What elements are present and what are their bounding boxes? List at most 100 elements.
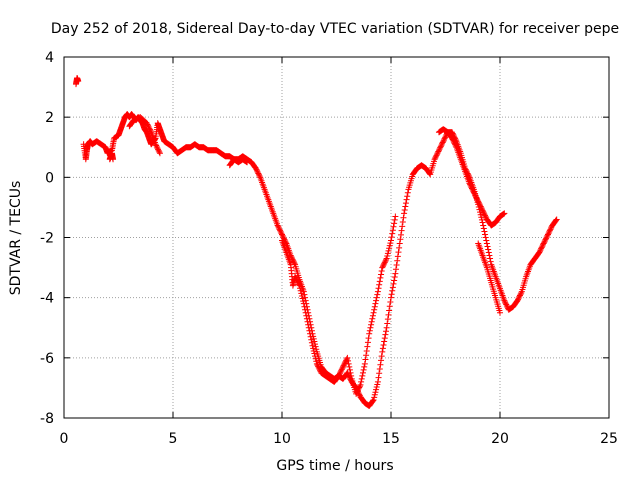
data-point — [437, 144, 444, 151]
data-point — [358, 378, 365, 385]
data-point — [298, 292, 305, 299]
data-point — [297, 285, 304, 292]
data-point — [302, 306, 309, 313]
data-point — [337, 369, 344, 376]
data-point — [386, 242, 393, 249]
data-point — [481, 211, 488, 218]
data-point — [369, 315, 376, 322]
data-point — [386, 307, 393, 314]
data-point — [392, 213, 399, 220]
data-point — [300, 300, 307, 307]
x-tick-label: 25 — [600, 431, 618, 447]
data-point — [538, 245, 545, 252]
data-point — [252, 165, 259, 172]
x-tick-label: 0 — [60, 431, 69, 447]
data-point — [274, 222, 281, 229]
data-point — [373, 386, 380, 393]
grid-lines — [64, 57, 609, 418]
data-point — [385, 311, 392, 318]
data-point — [347, 369, 354, 376]
data-point — [368, 318, 375, 325]
data-point — [469, 186, 476, 193]
data-point — [480, 222, 487, 229]
data-point — [338, 366, 345, 373]
data-point — [376, 278, 383, 285]
data-point — [345, 360, 352, 367]
x-tick-label: 10 — [273, 431, 291, 447]
data-point — [487, 255, 494, 262]
data-point — [75, 78, 82, 85]
data-point — [389, 287, 396, 294]
data-point — [146, 126, 153, 133]
data-point — [396, 244, 403, 251]
data-point — [379, 345, 386, 352]
data-point — [305, 321, 312, 328]
data-point — [389, 227, 396, 234]
data-point — [538, 244, 545, 251]
data-point — [397, 231, 404, 238]
data-point — [553, 216, 560, 223]
data-point — [546, 227, 553, 234]
data-point — [393, 262, 400, 269]
data-point — [293, 276, 300, 283]
data-point — [143, 120, 150, 127]
data-point — [392, 266, 399, 273]
data-point — [503, 302, 510, 309]
data-point — [388, 234, 395, 241]
data-point — [356, 383, 363, 390]
y-tick-label: -6 — [40, 351, 54, 367]
data-point — [476, 200, 483, 207]
y-tick-label: 0 — [45, 170, 54, 186]
data-point — [553, 217, 560, 224]
data-point — [152, 141, 159, 148]
data-point — [480, 208, 487, 215]
data-point — [376, 370, 383, 377]
data-point — [402, 203, 409, 210]
data-point — [374, 381, 381, 388]
data-point — [391, 216, 398, 223]
data-point — [482, 234, 489, 241]
data-point — [276, 226, 283, 233]
data-point — [502, 300, 509, 307]
data-point — [404, 189, 411, 196]
data-point — [466, 180, 473, 187]
data-point — [497, 309, 503, 316]
data-point — [388, 294, 394, 301]
data-point — [366, 327, 373, 334]
data-point — [354, 387, 361, 394]
data-point — [434, 151, 441, 158]
data-point — [482, 213, 489, 220]
data-point — [450, 139, 457, 146]
data-point — [473, 194, 480, 201]
data-point — [156, 148, 163, 155]
data-point — [472, 193, 479, 200]
data-point — [153, 143, 160, 150]
data-point — [438, 142, 445, 149]
data-point — [391, 274, 398, 281]
data-point — [338, 367, 345, 374]
data-point — [369, 397, 376, 404]
data-point — [376, 281, 383, 288]
data-point — [473, 195, 480, 202]
data-point — [155, 146, 162, 153]
data-point — [374, 291, 381, 298]
data-point — [483, 240, 490, 247]
data-point — [358, 375, 365, 382]
data-point — [452, 142, 459, 149]
data-point — [385, 247, 392, 254]
data-point — [477, 203, 484, 210]
data-point — [467, 182, 474, 189]
data-point — [346, 366, 353, 373]
data-point — [381, 335, 388, 342]
data-point — [440, 138, 447, 145]
data-point — [401, 210, 408, 217]
data-point — [375, 374, 382, 381]
data-point — [397, 236, 404, 243]
data-point — [303, 312, 310, 319]
data-point — [544, 231, 551, 238]
x-tick-label: 20 — [491, 431, 509, 447]
data-point — [471, 190, 478, 197]
data-point — [155, 147, 162, 154]
data-point — [256, 173, 263, 180]
data-point — [359, 372, 366, 379]
